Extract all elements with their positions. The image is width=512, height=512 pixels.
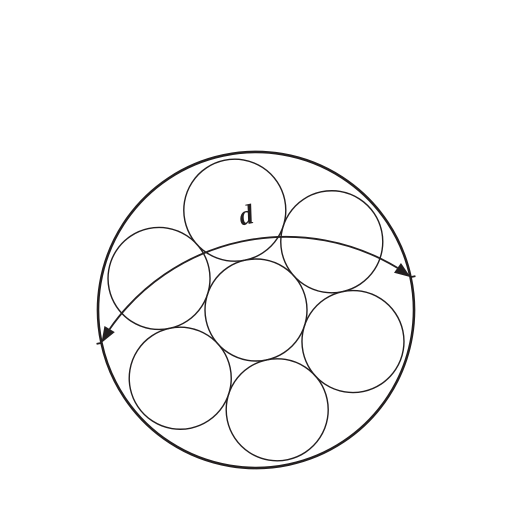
rotated-group: d xyxy=(64,122,449,499)
extension-tick-left xyxy=(97,343,102,344)
center-wire xyxy=(196,250,317,371)
dimension-label: d xyxy=(236,199,257,232)
extension-tick-right xyxy=(411,276,416,277)
wire-rope-diagram: d xyxy=(0,0,512,512)
outer-wire-5 xyxy=(120,318,241,439)
outer-wire-4 xyxy=(217,349,338,470)
outer-wire-1 xyxy=(174,150,295,271)
